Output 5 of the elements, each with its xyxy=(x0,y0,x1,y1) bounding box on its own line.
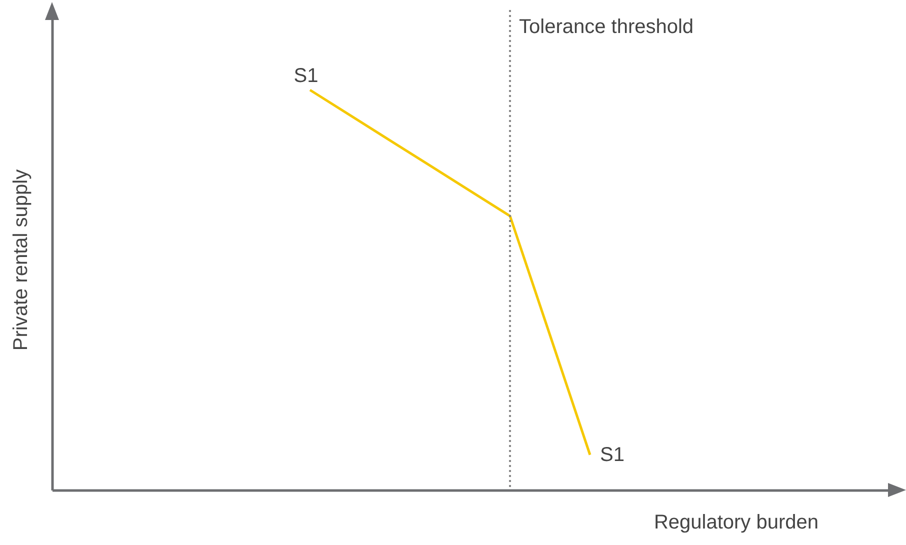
text: Tolerance threshold xyxy=(519,16,694,38)
annotation: S1 xyxy=(600,444,624,466)
text: Private rental supply xyxy=(10,169,32,351)
x-axis-title: Regulatory burden xyxy=(654,512,818,534)
text: S1 xyxy=(294,65,318,87)
